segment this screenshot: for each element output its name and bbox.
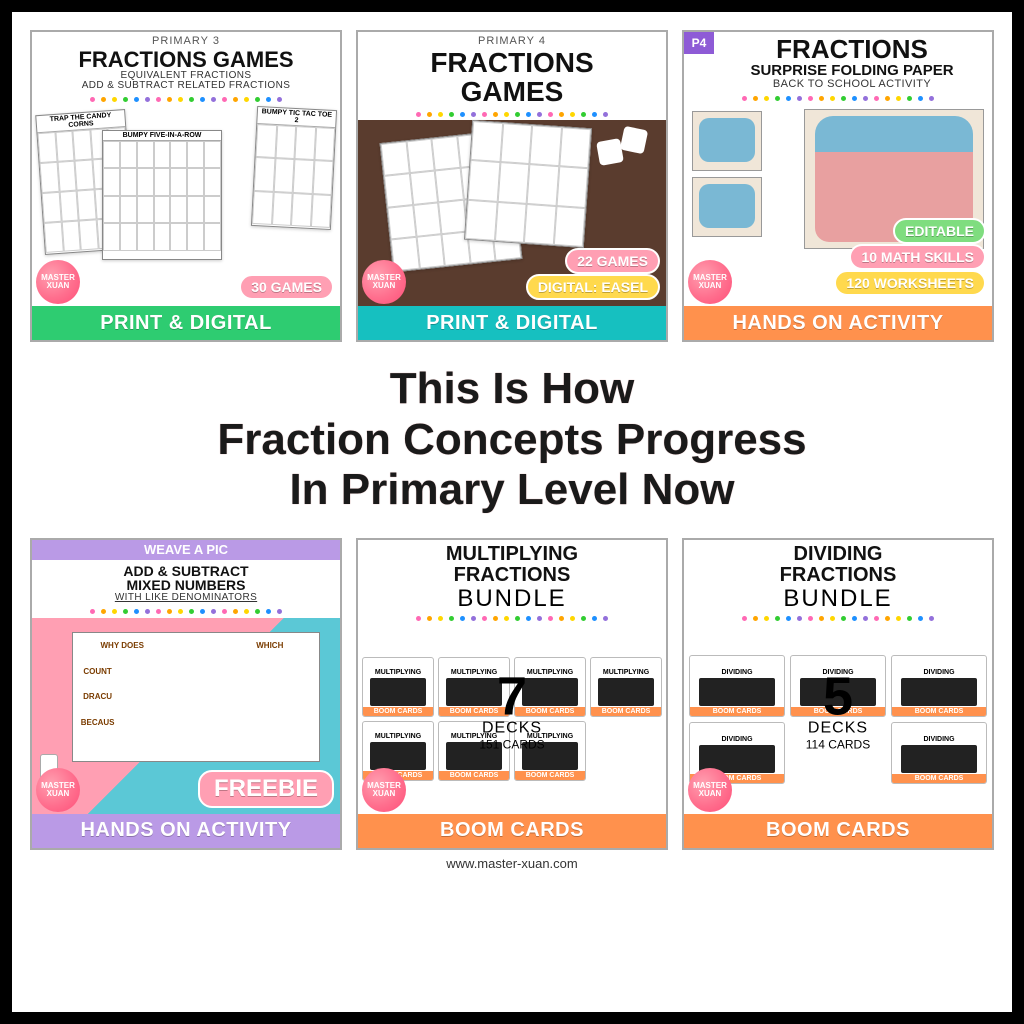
master-badge: MASTER XUAN bbox=[688, 768, 732, 812]
hero-heading: This Is How Fraction Concepts Progress I… bbox=[217, 364, 806, 516]
dot-separator bbox=[684, 615, 992, 623]
footer-band: HANDS ON ACTIVITY bbox=[684, 306, 992, 340]
weave-word: COUNT bbox=[73, 658, 122, 684]
master-badge: MASTER XUAN bbox=[362, 260, 406, 304]
pill-games: 30 GAMES bbox=[239, 274, 334, 300]
line-1: ADD & SUBTRACT bbox=[36, 564, 336, 579]
pre-title: PRIMARY 4 bbox=[362, 36, 662, 48]
corner-tab: P4 bbox=[684, 32, 714, 54]
footer-band: BOOM CARDS bbox=[358, 814, 666, 848]
big-number: 7 bbox=[479, 676, 544, 719]
weave-word: BECAUS bbox=[73, 709, 122, 735]
sheet-title: BUMPY FIVE-IN-A-ROW bbox=[103, 131, 221, 141]
card-p4-fractions-games[interactable]: PRIMARY 4 FRACTIONS GAMES 22 GAMES DIGIT… bbox=[356, 30, 668, 342]
badge-line: XUAN bbox=[373, 282, 396, 290]
card-dividing-bundle[interactable]: DIVIDING FRACTIONS BUNDLE DIVIDING BOOM C… bbox=[682, 538, 994, 850]
card-title: FRACTIONS bbox=[716, 36, 988, 63]
badge-line: XUAN bbox=[47, 790, 70, 798]
footer-band: HANDS ON ACTIVITY bbox=[32, 814, 340, 848]
pre-title: PRIMARY 3 bbox=[36, 36, 336, 48]
card-head: DIVIDING FRACTIONS BUNDLE bbox=[684, 540, 992, 613]
subtitle-2: ADD & SUBTRACT RELATED FRACTIONS bbox=[36, 81, 336, 92]
footer-band: BOOM CARDS bbox=[684, 814, 992, 848]
pill-games: 22 GAMES bbox=[565, 248, 660, 274]
card-weave-a-pic[interactable]: WEAVE A PIC ADD & SUBTRACT MIXED NUMBERS… bbox=[30, 538, 342, 850]
subtitle-1: SURPRISE FOLDING PAPER bbox=[716, 63, 988, 79]
line-2: MIXED NUMBERS bbox=[36, 578, 336, 593]
hero-line-2: Fraction Concepts Progress bbox=[217, 415, 806, 466]
card-title-2: GAMES bbox=[362, 77, 662, 106]
weave-word: WHICH bbox=[221, 633, 319, 659]
dot-separator bbox=[684, 95, 992, 103]
badge-line: XUAN bbox=[699, 282, 722, 290]
dot-separator bbox=[32, 96, 340, 104]
decks-label: DECKS bbox=[806, 719, 870, 737]
badge-line: XUAN bbox=[373, 790, 396, 798]
badge-line: XUAN bbox=[699, 790, 722, 798]
pill-freebie: FREEBIE bbox=[198, 770, 334, 808]
card-title: FRACTIONS GAMES bbox=[36, 48, 336, 71]
big-number: 5 bbox=[806, 676, 870, 719]
title-1: MULTIPLYING bbox=[362, 544, 662, 565]
line-3: WITH LIKE DENOMINATORS bbox=[36, 593, 336, 604]
master-badge: MASTER XUAN bbox=[362, 768, 406, 812]
decks-label: DECKS bbox=[479, 719, 544, 737]
card-head: PRIMARY 4 FRACTIONS GAMES bbox=[358, 32, 666, 108]
footer-url: www.master-xuan.com bbox=[446, 856, 577, 871]
top-row: PRIMARY 3 FRACTIONS GAMES EQUIVALENT FRA… bbox=[30, 30, 994, 342]
badge-line: XUAN bbox=[47, 282, 70, 290]
footer-band: PRINT & DIGITAL bbox=[358, 306, 666, 340]
dot-separator bbox=[32, 608, 340, 616]
pill-editable: EDITABLE bbox=[893, 218, 986, 244]
weave-word: WHY DOES bbox=[73, 633, 171, 659]
dot-separator bbox=[358, 615, 666, 623]
pill-skills: 10 MATH SKILLS bbox=[849, 244, 986, 270]
master-badge: MASTER XUAN bbox=[688, 260, 732, 304]
subtitle-2: BACK TO SCHOOL ACTIVITY bbox=[716, 79, 988, 91]
pill-digital: DIGITAL: EASEL bbox=[526, 274, 660, 300]
card-head: PRIMARY 3 FRACTIONS GAMES EQUIVALENT FRA… bbox=[32, 32, 340, 94]
mini-craft bbox=[692, 177, 762, 237]
title-2: FRACTIONS bbox=[362, 565, 662, 586]
card-count: 151 CARDS bbox=[479, 737, 544, 751]
hero-line-3: In Primary Level Now bbox=[217, 465, 806, 516]
title-3: BUNDLE bbox=[362, 586, 662, 611]
pill-worksheets: 120 WORKSHEETS bbox=[834, 270, 986, 296]
bottom-row: WEAVE A PIC ADD & SUBTRACT MIXED NUMBERS… bbox=[30, 538, 994, 850]
card-title-1: FRACTIONS bbox=[362, 48, 662, 77]
mini-craft bbox=[692, 111, 762, 171]
dice-icon bbox=[596, 138, 624, 166]
hero-line-1: This Is How bbox=[217, 364, 806, 415]
title-1: DIVIDING bbox=[688, 544, 988, 565]
whale-icon bbox=[815, 116, 973, 152]
master-badge: MASTER XUAN bbox=[36, 768, 80, 812]
card-head: FRACTIONS SURPRISE FOLDING PAPER BACK TO… bbox=[684, 32, 992, 93]
top-band: WEAVE A PIC bbox=[32, 540, 340, 560]
title-2: FRACTIONS bbox=[688, 565, 988, 586]
card-p3-fractions-games[interactable]: PRIMARY 3 FRACTIONS GAMES EQUIVALENT FRA… bbox=[30, 30, 342, 342]
card-count: 114 CARDS bbox=[806, 737, 870, 751]
footer-band: PRINT & DIGITAL bbox=[32, 306, 340, 340]
dot-separator bbox=[358, 110, 666, 118]
weave-word: DRACU bbox=[73, 684, 122, 710]
card-p4-folding-paper[interactable]: P4 FRACTIONS SURPRISE FOLDING PAPER BACK… bbox=[682, 30, 994, 342]
card-multiplying-bundle[interactable]: MULTIPLYING FRACTIONS BUNDLE MULTIPLYING… bbox=[356, 538, 668, 850]
dice-icon bbox=[620, 126, 648, 154]
master-badge: MASTER XUAN bbox=[36, 260, 80, 304]
card-head: MULTIPLYING FRACTIONS BUNDLE bbox=[358, 540, 666, 613]
title-3: BUNDLE bbox=[688, 586, 988, 611]
card-head: ADD & SUBTRACT MIXED NUMBERS WITH LIKE D… bbox=[32, 560, 340, 606]
